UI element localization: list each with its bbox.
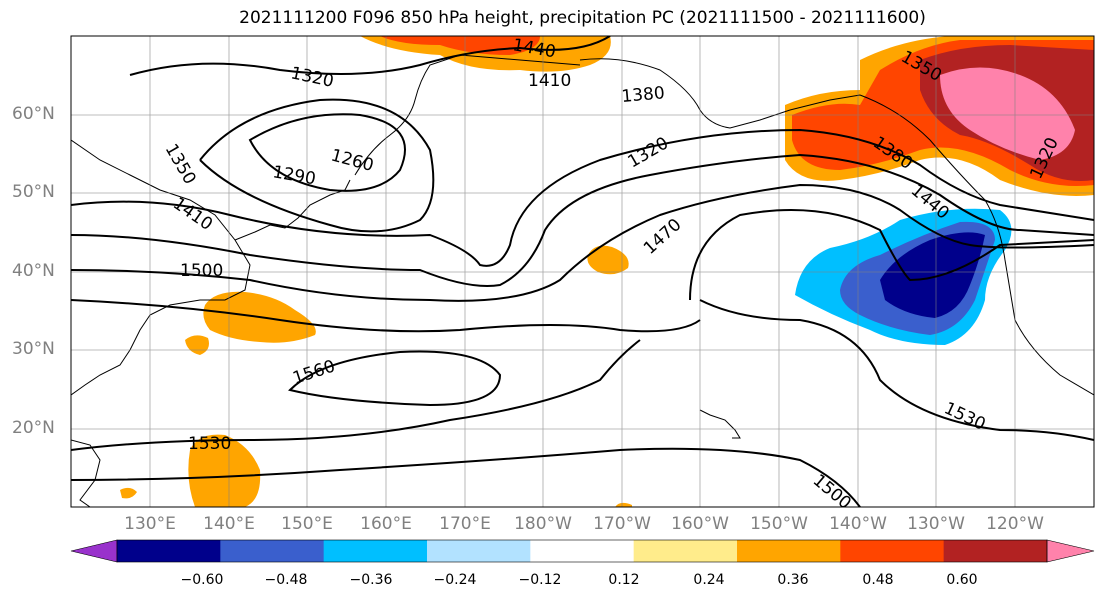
alaska-coast: [579, 58, 861, 129]
lat-label: 20°N: [12, 418, 55, 438]
colorbar-segment: [737, 540, 841, 562]
kamchatka-coast: [354, 54, 581, 176]
precip-positive-south-3: [615, 502, 632, 507]
plot-frame: [70, 35, 1095, 508]
colorbar-outline: [116, 539, 1048, 563]
lon-label: 150°W: [750, 514, 808, 534]
contour-label: 1530: [188, 434, 231, 454]
precip-positive-central: [587, 245, 629, 275]
lon-label: 160°W: [671, 514, 729, 534]
lon-label: 140°E: [203, 514, 255, 534]
colorbar-tick-label: −0.36: [349, 572, 393, 588]
contour-label: 1500: [180, 261, 223, 281]
colorbar-segment: [220, 540, 325, 562]
lat-label: 30°N: [12, 339, 55, 359]
colorbar-tick-label: 0.12: [608, 572, 640, 588]
hawaii: [699, 409, 741, 439]
colorbar-segment: [427, 540, 531, 562]
na-coast: [859, 94, 1094, 396]
colorbar-tick-label: 0.60: [946, 572, 978, 588]
colorbar-segment: [840, 540, 945, 562]
colorbar-segment: [323, 540, 428, 562]
colorbar-extend-max: [1046, 539, 1095, 563]
colorbar: [70, 539, 1095, 563]
colorbar-tick-label: 0.24: [693, 572, 725, 588]
lon-label: 130°E: [124, 514, 176, 534]
lat-label: 40°N: [12, 261, 55, 281]
lon-label: 150°E: [281, 514, 333, 534]
lon-label: 170°E: [439, 514, 491, 534]
lat-label: 60°N: [12, 104, 55, 124]
precip-negative-east-3: [880, 232, 985, 318]
colorbar-tick-label: 0.48: [862, 572, 894, 588]
colorbar-tick-label: −0.12: [518, 572, 562, 588]
colorbar-tick-label: 0.36: [777, 572, 809, 588]
contour-label: 1380: [621, 83, 666, 107]
colorbar-segment: [530, 540, 635, 562]
lon-label: 140°W: [829, 514, 887, 534]
chart-title: 2021111200 F096 850 hPa height, precipit…: [239, 8, 926, 28]
lon-label: 120°W: [986, 514, 1044, 534]
asia-coast: [71, 139, 251, 396]
colorbar-segment: [117, 540, 221, 562]
contour-label: 1410: [528, 71, 571, 91]
lon-label: 180°W: [514, 514, 572, 534]
colorbar-segment: [943, 540, 1048, 562]
lat-label: 50°N: [12, 182, 55, 202]
colorbar-extend-min: [70, 539, 118, 563]
lon-label: 160°E: [360, 514, 412, 534]
colorbar-tick-label: −0.60: [180, 572, 224, 588]
lon-label: 170°W: [593, 514, 651, 534]
lon-label: 130°W: [907, 514, 965, 534]
colorbar-tick-label: −0.24: [433, 572, 477, 588]
precip-positive-alaska-4: [940, 67, 1075, 160]
precip-positive-south-2: [120, 487, 137, 499]
height-contours: [71, 36, 1094, 507]
colorbar-tick-label: −0.48: [264, 572, 308, 588]
philippines-coast: [71, 439, 101, 507]
colorbar-segment: [633, 540, 738, 562]
gridlines: [71, 36, 1094, 507]
precip-positive-south: [188, 434, 261, 507]
